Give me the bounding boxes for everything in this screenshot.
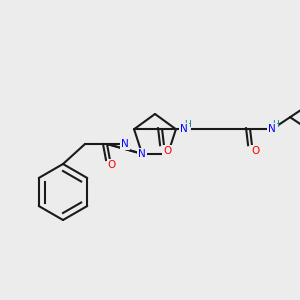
Text: N: N bbox=[138, 149, 146, 159]
Text: O: O bbox=[163, 146, 171, 156]
Text: N: N bbox=[268, 124, 276, 134]
Text: H: H bbox=[184, 120, 190, 129]
Text: O: O bbox=[108, 160, 116, 170]
Text: N: N bbox=[121, 139, 129, 149]
Text: H: H bbox=[272, 120, 278, 129]
Text: N: N bbox=[180, 124, 188, 134]
Text: O: O bbox=[251, 146, 259, 156]
